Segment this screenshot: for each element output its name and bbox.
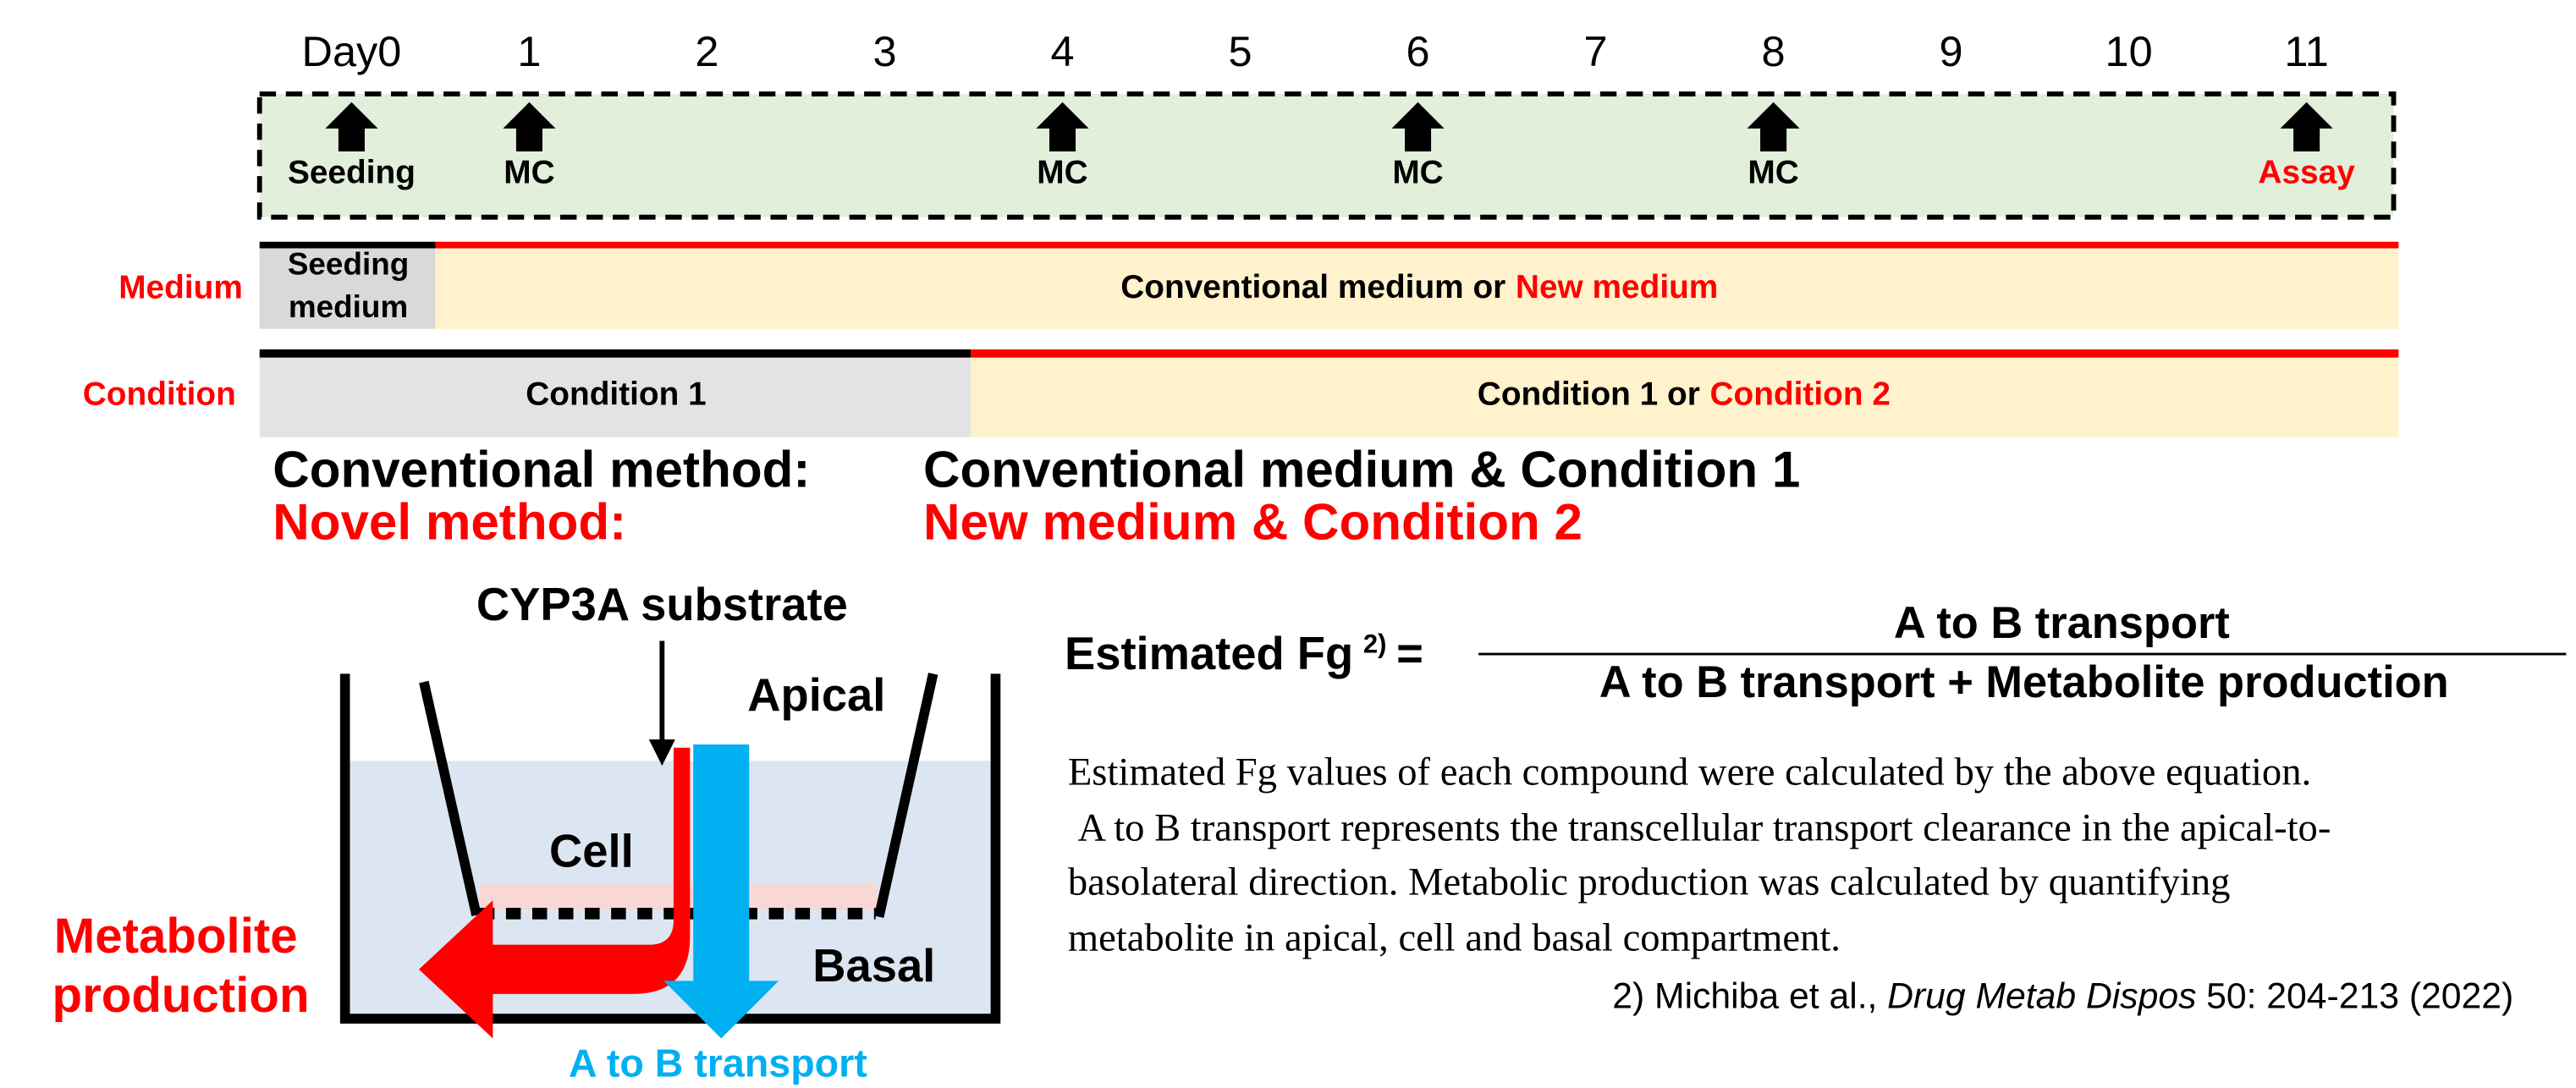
medium-row: Medium Seeding medium Conventional mediu… (118, 244, 2398, 329)
row-label: Medium (118, 269, 243, 305)
label: Cell (549, 825, 634, 876)
day-label: 7 (1584, 27, 1608, 75)
day-label: 11 (2284, 27, 2328, 75)
text: Seeding (288, 247, 409, 282)
text: New medium (1516, 269, 1718, 305)
label: Basal (812, 940, 935, 992)
day-label: 8 (1762, 27, 1786, 75)
event-label: Seeding (288, 154, 416, 190)
equation: Estimated Fg 2) = A to B transport A to B … (1065, 599, 2566, 707)
event-label: MC (1748, 154, 1798, 190)
numerator: A to B transport (1894, 599, 2230, 648)
timeline-box (260, 94, 2394, 217)
text: New medium & Condition 2 (923, 494, 1582, 551)
text: Condition 2 (1709, 376, 1890, 413)
description: Estimated Fg values of each compound wer… (1068, 750, 2331, 959)
label: CYP3A substrate (476, 579, 848, 630)
text: 2) Michiba et al., (1612, 976, 1877, 1017)
day-label: 9 (1940, 27, 1963, 75)
event-label: MC (504, 154, 554, 190)
event-label: Assay (2258, 154, 2355, 190)
day-label: 5 (1228, 27, 1252, 75)
day-label: 2 (695, 27, 718, 75)
text: Drug Metab Dispos (1887, 976, 2196, 1017)
text: Condition 1 or (1478, 376, 1700, 413)
text: Condition 1 (526, 376, 706, 413)
text: Estimated Fg (1065, 628, 1353, 679)
text: basolateral direction. Metabolic product… (1068, 860, 2231, 904)
text: Conventional medium & Condition 1 (923, 441, 1800, 497)
day-label: 1 (517, 27, 541, 75)
text: Novel method: (272, 494, 626, 551)
label: Metabolite (54, 909, 298, 964)
text: Conventional medium or New medium (1120, 269, 1718, 305)
day-label: 4 (1050, 27, 1074, 75)
label: A to B transport (569, 1041, 867, 1085)
event-label: MC (1392, 154, 1443, 190)
text: = (1396, 628, 1423, 679)
text: medium (289, 289, 408, 324)
text: metabolite in apical, cell and basal com… (1068, 915, 1841, 959)
figure: Day0 1 2 3 4 5 6 7 8 9 10 11 Seeding MC MC MC MC Assay Me… (0, 0, 2576, 1088)
day-label: 3 (872, 27, 896, 75)
text: Conventional method: (272, 441, 810, 497)
transwell-diagram: CYP3A substrate Apical Cell Basal Metabo… (52, 579, 996, 1085)
methods: Conventional method: Conventional medium… (272, 441, 1800, 550)
day-label: 6 (1406, 27, 1430, 75)
event-label: MC (1037, 154, 1087, 190)
label: production (52, 968, 310, 1023)
day-label: 10 (2105, 27, 2153, 75)
text: Conventional medium or (1120, 269, 1505, 305)
text: 2) (1363, 629, 1387, 659)
text: 50: 204-213 (2022) (2206, 976, 2513, 1017)
day-label: Day0 (302, 27, 402, 75)
text: A to B transport represents the transcel… (1078, 805, 2331, 849)
row-label: Condition (83, 376, 236, 413)
text: Estimated Fg values of each compound wer… (1068, 750, 2311, 794)
denominator: A to B transport + Metabolite production (1599, 658, 2449, 707)
equation-lhs: Estimated Fg 2) = (1065, 628, 1423, 679)
timeline: Day0 1 2 3 4 5 6 7 8 9 10 11 Seeding MC MC MC MC Assay (260, 27, 2394, 217)
label: Apical (747, 669, 885, 721)
